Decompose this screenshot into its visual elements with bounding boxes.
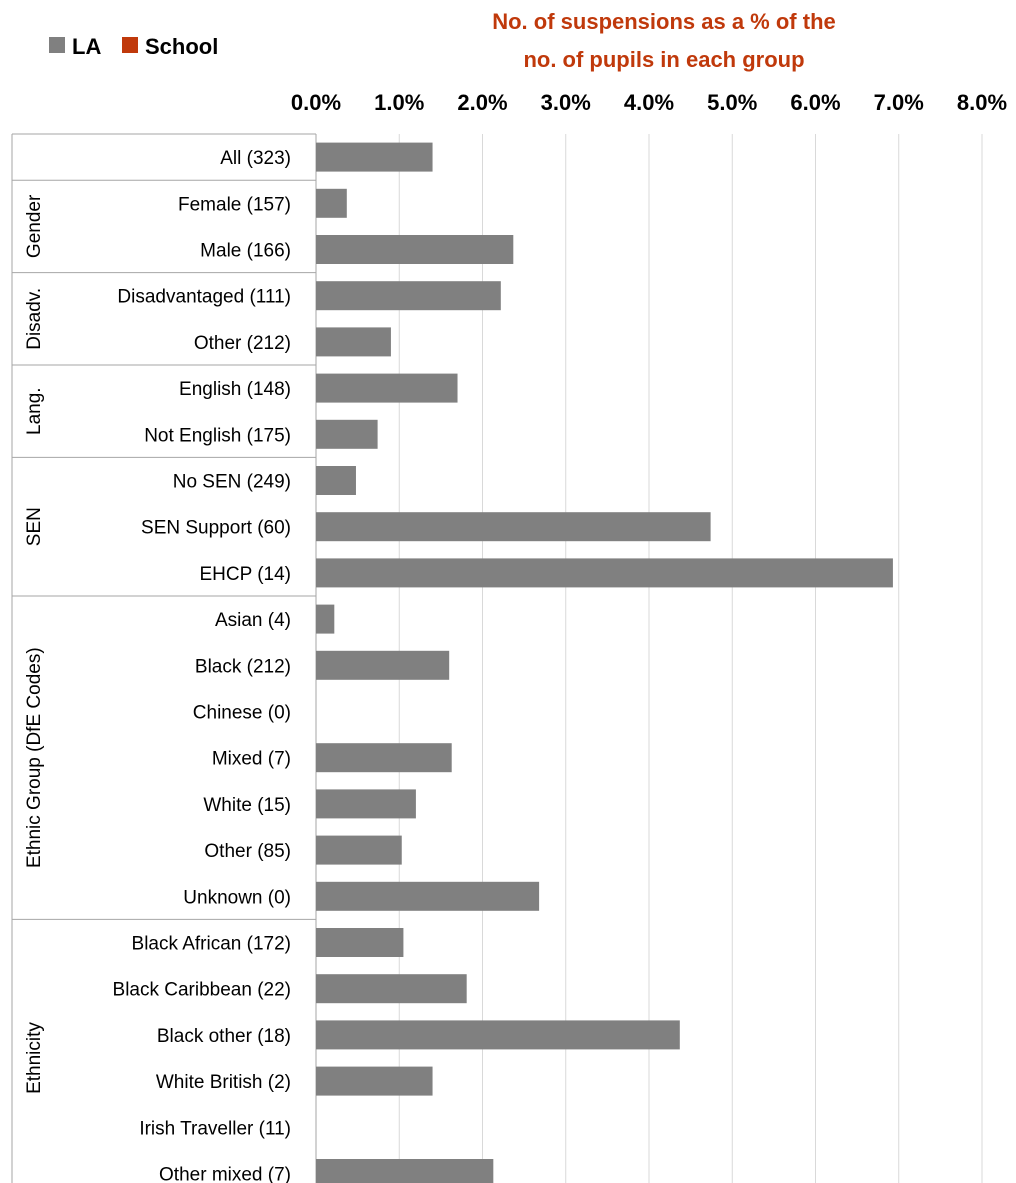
category-label: All (323) bbox=[220, 148, 291, 169]
bar-la bbox=[316, 789, 416, 819]
bar-la bbox=[316, 650, 450, 680]
category-label: White (15) bbox=[203, 795, 291, 816]
group-label: SEN bbox=[24, 507, 45, 546]
category-label: Mixed (7) bbox=[212, 749, 291, 770]
category-label: Disadvantaged (111) bbox=[117, 287, 291, 308]
x-tick-label: 7.0% bbox=[874, 90, 924, 115]
bar-la bbox=[316, 235, 514, 264]
category-label: White British (2) bbox=[156, 1072, 291, 1093]
bar-la bbox=[316, 466, 356, 495]
group-label: Disadv. bbox=[24, 288, 45, 350]
category-label: Black African (172) bbox=[132, 934, 291, 955]
category-axis: Gender Disadv. Lang. SEN Ethnic Group (DfE C… bbox=[11, 133, 317, 1183]
category-label: Other (85) bbox=[204, 841, 291, 862]
bar-la bbox=[316, 142, 433, 172]
x-tick-label: 1.0% bbox=[374, 90, 424, 115]
legend: LA School bbox=[49, 34, 218, 59]
bar-la bbox=[316, 1020, 680, 1050]
category-label: Not English (175) bbox=[144, 425, 291, 446]
x-tick-label: 3.0% bbox=[541, 90, 591, 115]
legend-label-la: LA bbox=[72, 34, 101, 59]
category-label: Irish Traveller (11) bbox=[139, 1118, 291, 1139]
category-label: SEN Support (60) bbox=[141, 518, 291, 539]
bar-la bbox=[316, 373, 458, 403]
group-label: Gender bbox=[24, 194, 45, 258]
bar-la bbox=[316, 1159, 494, 1183]
bar-la bbox=[316, 881, 540, 911]
bar-la bbox=[316, 835, 402, 865]
x-tick-label: 2.0% bbox=[457, 90, 507, 115]
legend-swatch-la bbox=[49, 37, 65, 53]
category-label: Unknown (0) bbox=[183, 887, 291, 908]
bar-la bbox=[316, 281, 501, 311]
category-label: EHCP (14) bbox=[199, 564, 291, 585]
bar-la bbox=[316, 419, 378, 449]
bar-la bbox=[316, 512, 711, 542]
chart-title-line-2: no. of pupils in each group bbox=[523, 47, 804, 72]
bar-la bbox=[316, 188, 347, 218]
x-axis-ticks: 0.0% 1.0% 2.0% 3.0% 4.0% 5.0% 6.0% 7.0% 8.0% bbox=[291, 90, 1007, 115]
category-label: Black (212) bbox=[195, 656, 291, 677]
group-label: Lang. bbox=[24, 387, 45, 435]
bar-la bbox=[316, 1066, 433, 1096]
x-tick-label: 0.0% bbox=[291, 90, 341, 115]
bar-la bbox=[316, 974, 467, 1004]
category-label: Asian (4) bbox=[215, 610, 291, 631]
group-label: Ethnic Group (DfE Codes) bbox=[24, 647, 45, 868]
category-label: No SEN (249) bbox=[173, 472, 291, 493]
legend-label-school: School bbox=[145, 34, 218, 59]
x-tick-label: 5.0% bbox=[707, 90, 757, 115]
gridlines bbox=[398, 134, 983, 1183]
category-label: Black Caribbean (22) bbox=[113, 980, 291, 1001]
x-tick-label: 8.0% bbox=[957, 90, 1007, 115]
category-label: Chinese (0) bbox=[193, 703, 291, 724]
category-label: English (148) bbox=[179, 379, 291, 400]
category-label: Black other (18) bbox=[157, 1026, 291, 1047]
category-label: Other (212) bbox=[194, 333, 291, 354]
x-tick-label: 4.0% bbox=[624, 90, 674, 115]
bar-la bbox=[316, 928, 404, 957]
chart-title-line-1: No. of suspensions as a % of the bbox=[492, 9, 836, 34]
bar-la bbox=[316, 558, 893, 588]
bar-la bbox=[316, 327, 391, 357]
group-label: Ethnicity bbox=[24, 1022, 45, 1094]
x-tick-label: 6.0% bbox=[790, 90, 840, 115]
bar-la bbox=[316, 604, 335, 634]
legend-swatch-school bbox=[122, 37, 138, 53]
category-label: Male (166) bbox=[200, 241, 291, 262]
category-label: Female (157) bbox=[178, 194, 291, 215]
category-label: Other mixed (7) bbox=[159, 1165, 291, 1183]
bars bbox=[316, 142, 893, 1183]
bar-la bbox=[316, 743, 452, 773]
